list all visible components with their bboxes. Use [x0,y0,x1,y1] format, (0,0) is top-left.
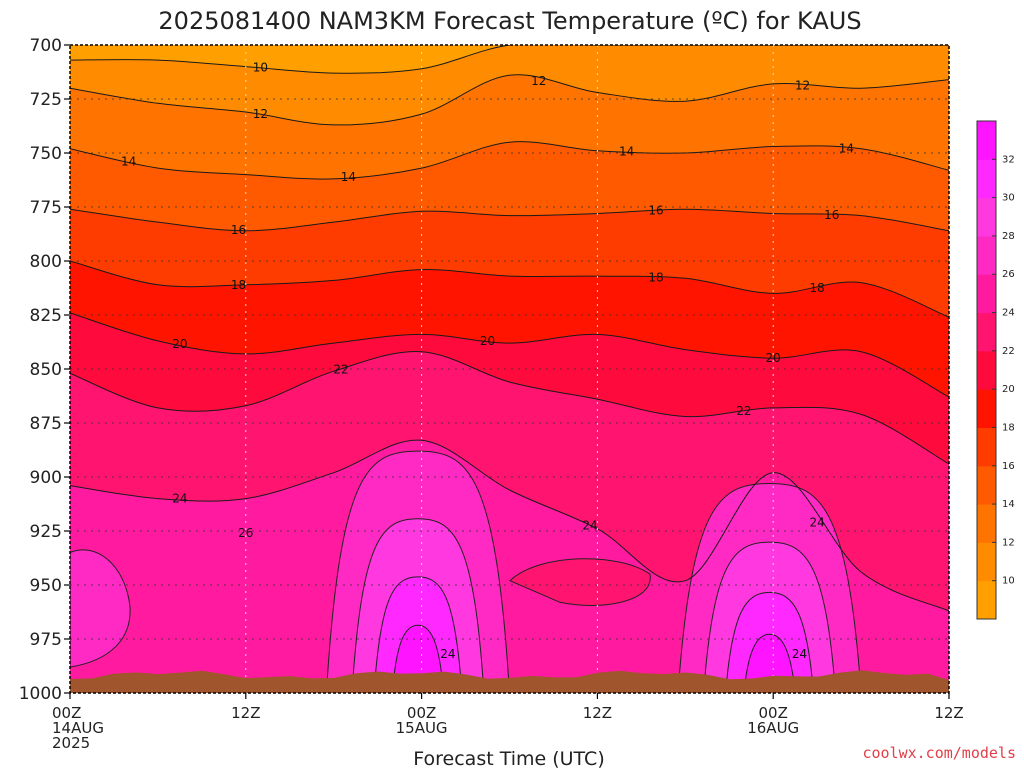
x-tick-label-0-1: 14AUG [52,719,104,737]
contour-label-18: 18 [231,278,246,292]
plot-area: 10 12 12 12 14 14 14 14 16 16 16 18 18 18 20 20 20 22 22 24… [69,44,950,694]
band-below-10 [70,45,949,74]
contour-label-14: 14 [619,145,634,159]
contour-label-14: 14 [839,141,854,155]
x-tick-label-60-0: 12Z [934,704,963,722]
colorbar-segment-9 [977,235,996,275]
contour-line-14 [70,141,949,180]
colorbar-segment-11 [977,159,996,199]
x-tick-label-24-1: 15AUG [396,719,448,737]
colorbar-label-22: 22 [1002,346,1015,357]
y-tick-label-850: 850 [30,360,62,380]
y-tick-label-900: 900 [30,468,62,488]
contour-line-16 [70,208,949,232]
colorbar-segment-6 [977,350,996,390]
feature-label-2: 26 [238,526,253,540]
y-tick-label-700: 700 [30,36,62,56]
colorbar-label-24: 24 [1002,308,1015,319]
colorbar-segment-0 [977,580,996,620]
contour-label-14: 14 [121,155,136,169]
contour-line-12 [70,74,949,126]
contour-line-18 [70,260,949,318]
grid-lines [70,45,949,693]
y-tick-label-975: 975 [30,630,62,650]
colorbar-segment-3 [977,465,996,505]
contour-label-18: 18 [648,271,663,285]
contour-label-14: 14 [341,170,356,184]
contour-label-20: 20 [172,337,187,351]
x-tick-label-48-1: 16AUG [747,719,799,737]
colorbar-label-16: 16 [1002,461,1015,472]
colorbar-segment-4 [977,427,996,467]
contour-label-12: 12 [795,78,810,92]
x-tick-label-12-0: 12Z [231,704,260,722]
colorbar: 10 12 14 16 18 20 22 24 26 28 30 32 [976,120,1015,620]
y-axis: 700 725 750 775 800 825 850 875 900 925 950 975 1000 [19,36,70,704]
colorbar-frame [976,120,997,620]
y-tick-label-1000: 1000 [19,684,62,704]
colorbar-label-30: 30 [1002,193,1015,204]
contour-label-16: 16 [231,223,246,237]
colorbar-segment-1 [977,542,996,582]
colorbar-segment-12 [977,121,996,160]
contour-label-22: 22 [736,404,751,418]
y-tick-label-750: 750 [30,144,62,164]
contour-label-12: 12 [531,74,546,88]
contour-label-20: 20 [766,351,781,365]
ground-fill [70,670,949,693]
colorbar-label-28: 28 [1002,231,1015,242]
y-tick-label-725: 725 [30,90,62,110]
ground-terrain [70,670,949,693]
contour-label-22: 22 [333,363,348,377]
contour-line-24 [70,439,949,612]
warm-pocket-left [70,549,131,668]
contour-line-10 [70,45,949,74]
contour-line-20 [70,312,949,398]
contour-lines [70,45,949,612]
contour-labels: 10 12 12 12 14 14 14 14 16 16 16 18 18 18 20 20 20 22 22 24… [121,61,854,661]
colorbar-label-18: 18 [1002,422,1015,433]
x-tick-label-0-2: 2025 [52,734,90,752]
x-tick-label-48-0: 00Z [759,704,788,722]
feature-label-0: 24 [440,647,455,661]
colorbar-segment-10 [977,197,996,237]
contour-label-24: 24 [582,519,597,533]
x-tick-label-0-0: 00Z [52,704,81,722]
x-tick-label-36-0: 12Z [583,704,612,722]
x-tick-label-24-0: 00Z [407,704,436,722]
contour-label-24: 24 [172,492,187,506]
contour-label-16: 16 [648,204,663,218]
colorbar-label-32: 32 [1002,154,1015,165]
colorbar-label-14: 14 [1002,499,1015,510]
colorbar-segment-2 [977,504,996,543]
contour-label-18: 18 [810,281,825,295]
cool-lobe [509,558,651,606]
colorbar-segment-5 [977,389,996,428]
y-tick-label-825: 825 [30,306,62,326]
contour-line-22 [70,351,949,465]
colorbar-label-26: 26 [1002,269,1015,280]
y-tick-label-950: 950 [30,576,62,596]
credit-link[interactable]: coolwx.com/models [862,744,1016,762]
colorbar-label-20: 20 [1002,384,1015,395]
y-tick-label-775: 775 [30,198,62,218]
colorbar-segment-7 [977,312,996,352]
contour-label-10: 10 [253,61,268,75]
x-axis-label: Forecast Time (UTC) [413,748,604,768]
colorbar-label-10: 10 [1002,576,1015,587]
y-tick-label-800: 800 [30,252,62,272]
colorbar-segment-8 [977,274,996,314]
y-tick-label-925: 925 [30,522,62,542]
contour-label-12: 12 [253,107,268,121]
contour-label-16: 16 [824,208,839,222]
temperature-bands [70,45,949,693]
contour-label-20: 20 [480,334,495,348]
feature-label-1: 24 [792,647,807,661]
colorbar-label-12: 12 [1002,537,1015,548]
y-tick-label-875: 875 [30,414,62,434]
contour-label-24: 24 [810,515,825,529]
chart-title: 2025081400 NAM3KM Forecast Temperature (… [158,7,861,35]
